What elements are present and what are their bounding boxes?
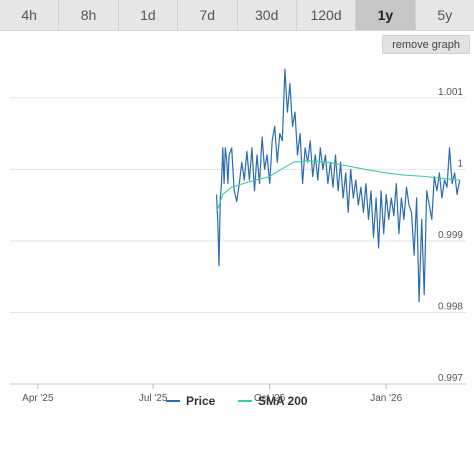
- tab-7d[interactable]: 7d: [178, 0, 238, 30]
- tab-4h[interactable]: 4h: [0, 0, 60, 30]
- x-tick-label: Oct '25: [254, 393, 286, 404]
- tab-8h[interactable]: 8h: [59, 0, 119, 30]
- tab-1y[interactable]: 1y: [356, 0, 416, 30]
- y-tick-label: 1: [457, 158, 463, 169]
- legend-sma-label: SMA 200: [258, 394, 308, 408]
- tab-120d[interactable]: 120d: [296, 0, 357, 30]
- y-tick-label: 0.999: [438, 230, 463, 241]
- price-series-line: [215, 68, 461, 303]
- y-tick-label: 0.997: [438, 373, 463, 384]
- timeframe-tabs: 4h 8h 1d 7d 30d 120d 1y 5y: [0, 0, 474, 31]
- y-tick-label: 0.998: [438, 301, 463, 312]
- remove-graph-button[interactable]: remove graph: [382, 35, 470, 54]
- x-tick-label: Apr '25: [22, 393, 54, 404]
- tab-5y[interactable]: 5y: [415, 0, 474, 30]
- legend-price-label: Price: [186, 394, 216, 408]
- x-tick-label: Jul '25: [139, 393, 168, 404]
- tab-1d[interactable]: 1d: [118, 0, 179, 30]
- sma-series-line: [215, 160, 460, 213]
- tab-30d[interactable]: 30d: [237, 0, 297, 30]
- y-tick-label: 1.001: [438, 87, 463, 98]
- x-tick-label: Jan '26: [370, 393, 402, 404]
- price-chart: 0.997 0.998 0.999 1 1.001 Apr '25 Jul '25 Oct '…: [10, 68, 466, 408]
